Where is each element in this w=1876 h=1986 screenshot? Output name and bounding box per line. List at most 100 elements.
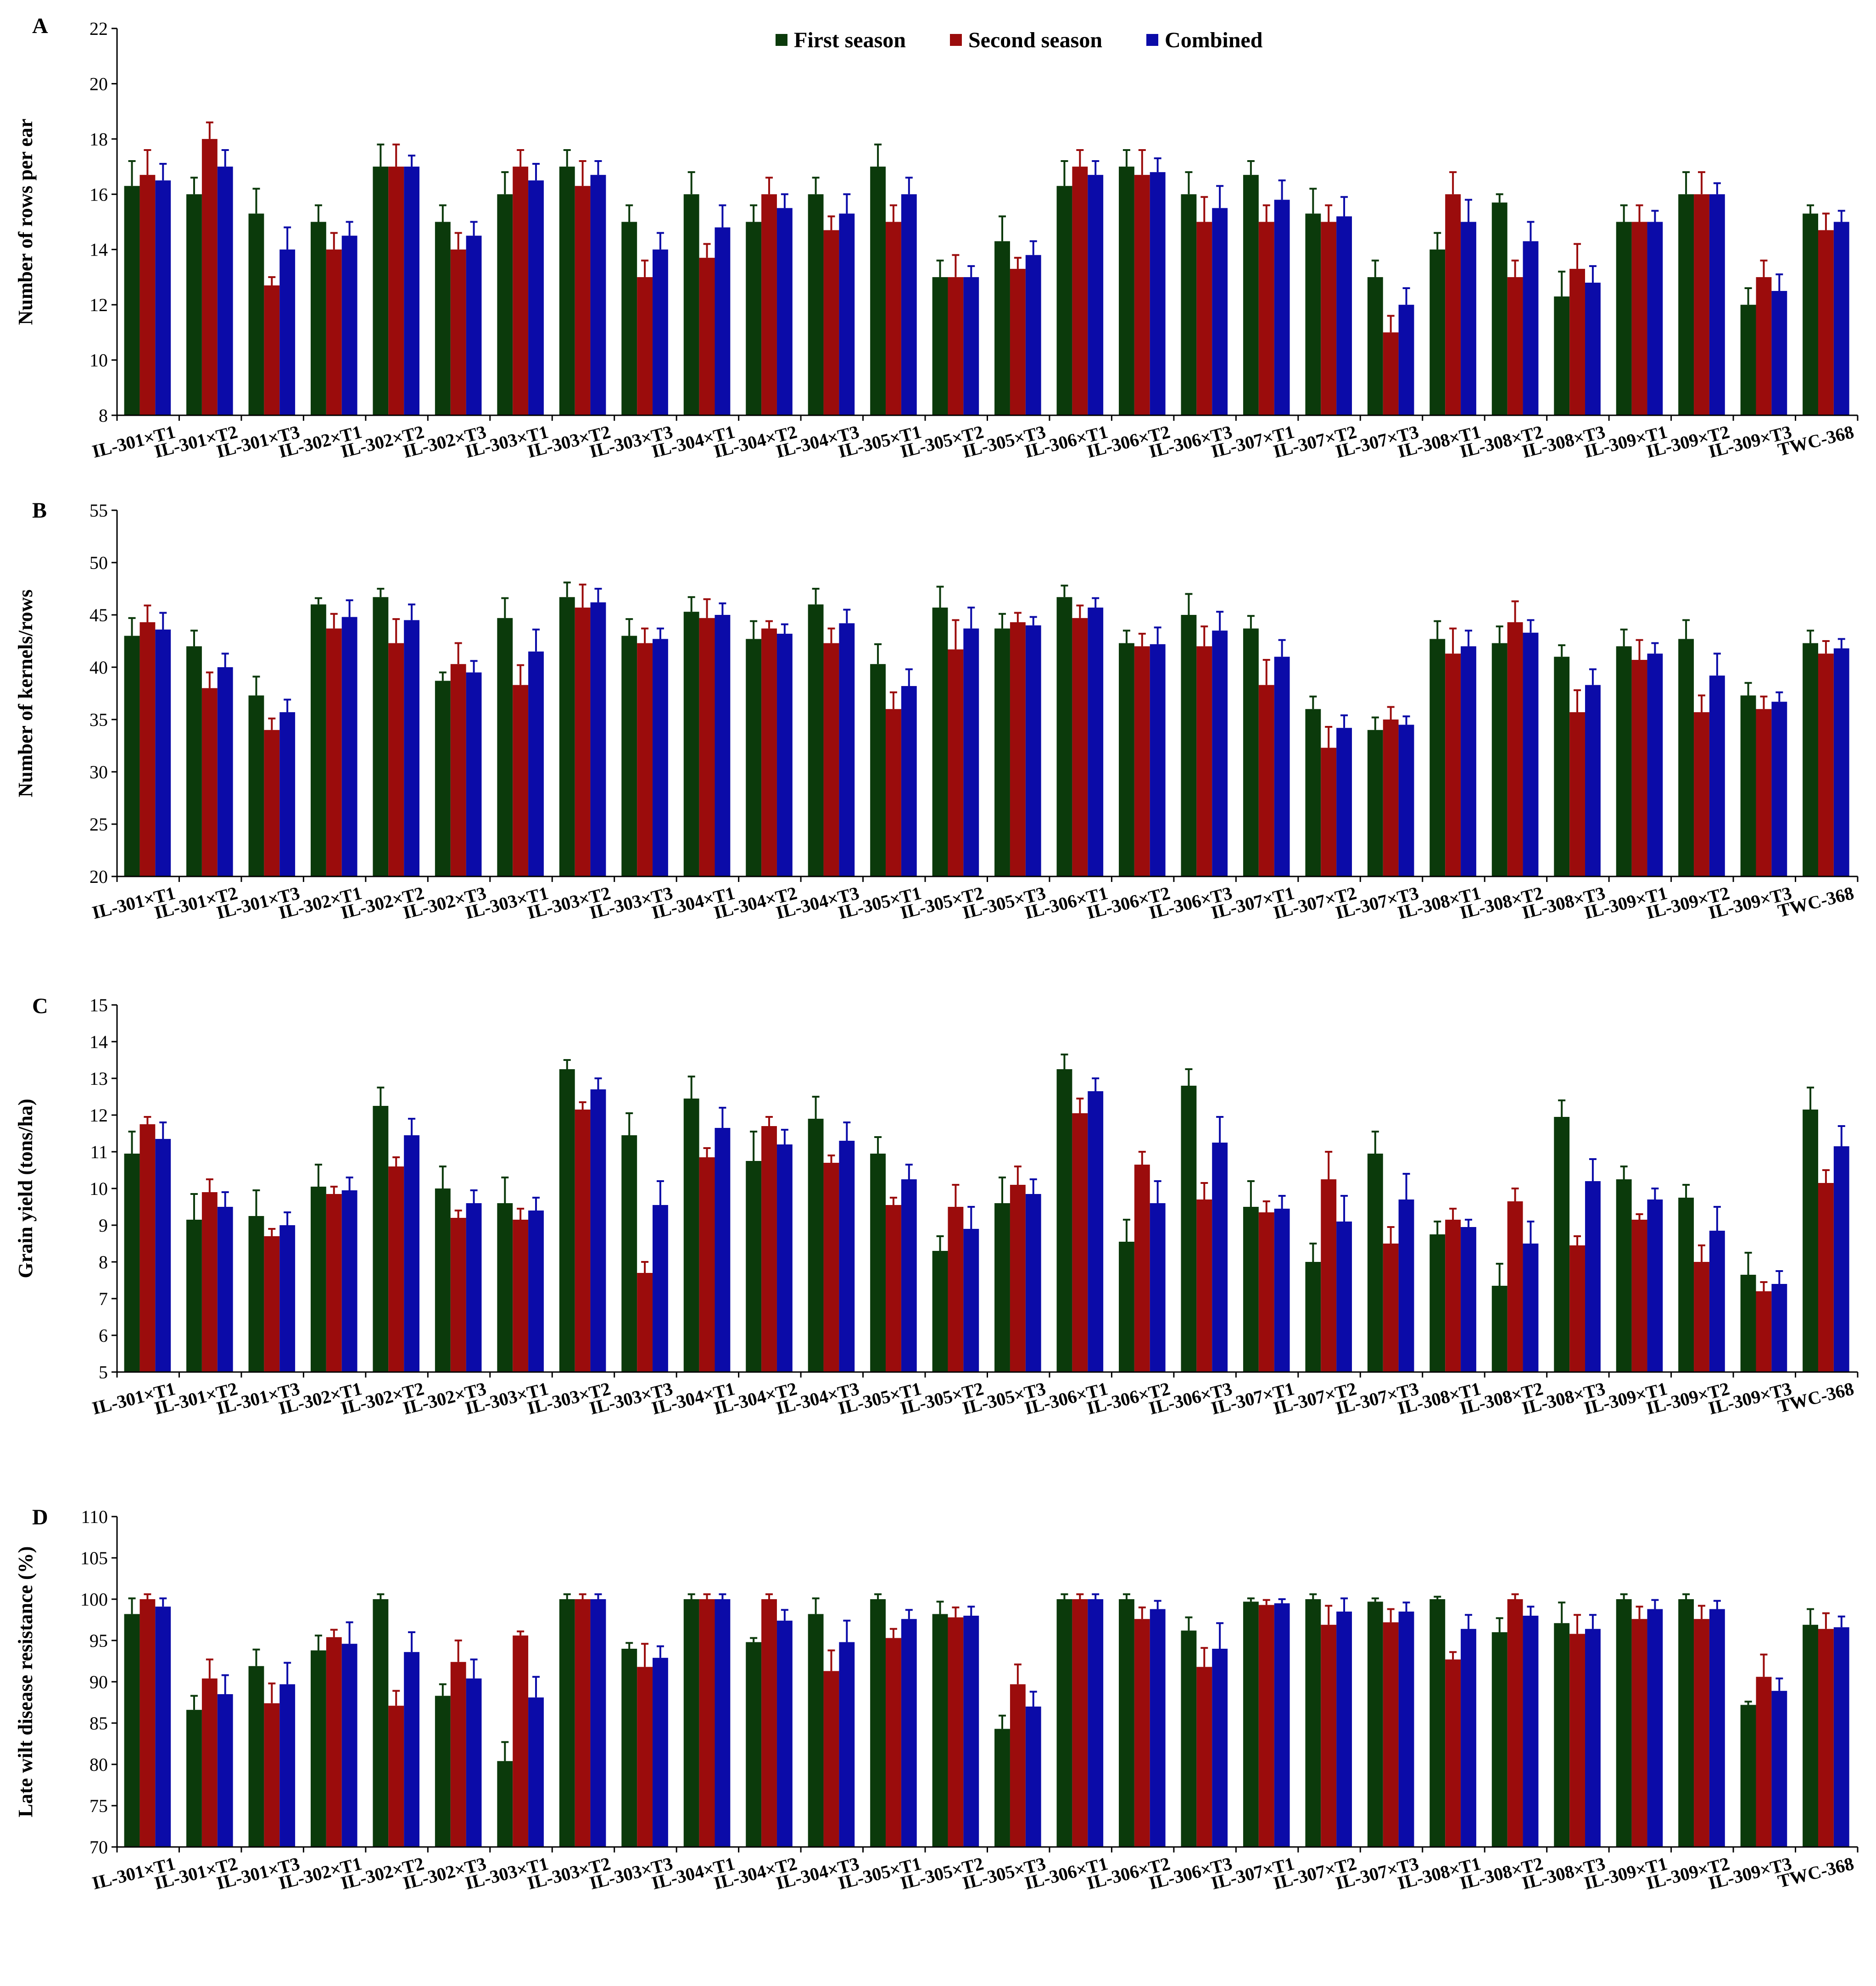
panel-a-bar-first-season	[683, 194, 699, 415]
panel-c-y-tick-label: 7	[99, 1289, 108, 1309]
panel-b-bar-second-season	[1569, 712, 1585, 876]
panel-a-bar-second-season	[140, 175, 156, 415]
panel-c-bar-second-season	[1010, 1185, 1026, 1372]
panel-a-bar-second-season	[1445, 194, 1461, 415]
panel-c-bar-first-season	[1678, 1198, 1694, 1372]
panel-c-bar-first-season	[248, 1216, 264, 1372]
panel-a-bar-first-season	[621, 222, 637, 415]
panel-b-bar-combined	[653, 639, 668, 876]
panel-b-bar-first-season	[373, 597, 389, 876]
panel-d-bar-combined	[217, 1694, 233, 1847]
panel-a-y-tick-label: 22	[89, 18, 108, 39]
panel-a-bar-combined	[155, 180, 171, 415]
panel-d-bar-first-season	[1616, 1599, 1632, 1847]
panel-b-bar-first-season	[1429, 639, 1446, 876]
panel-a-bar-combined	[1274, 200, 1290, 415]
panel-a-bar-first-season	[932, 277, 948, 415]
panel-a-bar-second-season	[1694, 194, 1709, 415]
panel-a-bar-first-season	[497, 194, 513, 415]
panel-b-bar-combined	[1274, 657, 1290, 876]
panel-c-bar-first-season	[683, 1099, 699, 1372]
panel-b-y-tick-label: 50	[89, 552, 108, 573]
panel-d-bar-combined	[1212, 1649, 1228, 1847]
panel-d-bar-first-season	[186, 1710, 202, 1847]
panel-c-y-tick-label: 11	[90, 1142, 108, 1162]
panel-b-bar-first-season	[1181, 615, 1197, 876]
panel-d-bar-first-season	[808, 1614, 824, 1847]
panel-b-bar-combined	[1833, 648, 1849, 876]
panel-b-bar-second-season	[264, 730, 280, 876]
panel-b-bar-first-season	[1119, 643, 1134, 876]
panel-c-bar-second-season	[1258, 1212, 1274, 1372]
panel-b-bar-second-season	[1134, 646, 1150, 876]
panel-c-y-tick-label: 10	[89, 1178, 108, 1199]
panel-b-bar-first-season	[870, 664, 886, 876]
panel-d-bar-combined	[1398, 1612, 1414, 1847]
panel-a-bar-combined	[466, 235, 482, 415]
panel-c-bar-combined	[1647, 1199, 1663, 1372]
panel-d-bar-combined	[404, 1652, 420, 1847]
panel-a-bar-combined	[217, 167, 233, 416]
panel-d-bar-second-season	[1134, 1619, 1150, 1847]
panel-a-bar-second-season	[1072, 167, 1088, 416]
panel-c-bar-second-season	[201, 1192, 218, 1372]
panel-b-bar-first-season	[932, 608, 948, 876]
panel-d-bar-first-season	[310, 1650, 326, 1847]
panel-b-bar-first-season	[1243, 628, 1259, 876]
panel-a-bar-first-season	[1491, 202, 1508, 415]
panel-b-bar-first-season	[621, 636, 637, 876]
panel-d-bar-combined	[776, 1620, 793, 1847]
panel-c-bar-first-season	[1119, 1242, 1134, 1372]
panel-d-bar-second-season	[699, 1599, 715, 1847]
panel-a-bar-combined	[1833, 222, 1849, 415]
panel-b-bar-combined	[1461, 646, 1476, 876]
panel-c-bar-second-season	[575, 1110, 591, 1372]
panel-b-y-tick-label: 45	[89, 605, 108, 625]
panel-c-bar-combined	[1212, 1143, 1228, 1372]
panel-c-bar-combined	[715, 1128, 731, 1372]
panel-b-y-tick-label: 20	[89, 866, 108, 887]
panel-b-bar-second-season	[140, 622, 156, 876]
panel-d-bar-first-season	[1678, 1599, 1694, 1847]
panel-d-y-tick-label: 70	[89, 1837, 108, 1858]
panel-b-bar-first-season	[808, 604, 824, 876]
panel-b-bar-combined	[590, 602, 606, 876]
panel-c-y-tick-label: 12	[89, 1105, 108, 1126]
panel-d-bar-combined	[1647, 1609, 1663, 1847]
legend-label-first-season: First season	[794, 28, 906, 52]
panel-b-bar-combined	[1771, 702, 1787, 876]
panel-c-bar-combined	[217, 1207, 233, 1372]
panel-b-bar-second-season	[1818, 653, 1834, 876]
panel-d-bar-second-season	[1631, 1619, 1647, 1847]
panel-d-bar-second-season	[513, 1635, 529, 1847]
panel-b-bar-second-season	[1507, 622, 1523, 876]
panel-d-bar-first-season	[994, 1729, 1010, 1847]
panel-a-bar-combined	[1771, 291, 1787, 415]
panel-c-bar-first-season	[1554, 1117, 1570, 1372]
panel-b-letter: B	[32, 498, 47, 523]
panel-c-y-tick-label: 13	[89, 1068, 108, 1089]
panel-d-bar-combined	[155, 1607, 171, 1847]
panel-c-bar-second-season	[1756, 1291, 1772, 1372]
panel-b-bar-combined	[1150, 644, 1166, 876]
panel-b-bar-first-season	[1554, 657, 1570, 876]
panel-b-bar-first-season	[1616, 646, 1632, 876]
panel-d-bar-second-season	[948, 1617, 964, 1847]
panel-b-bar-combined	[1212, 630, 1228, 876]
panel-c-bar-combined	[963, 1229, 979, 1372]
panel-c-bar-second-season	[1321, 1179, 1337, 1372]
panel-b-bar-first-season	[559, 597, 575, 876]
panel-d-bar-combined	[901, 1619, 917, 1847]
panel-d-bar-second-season	[575, 1599, 591, 1847]
panel-c-bar-second-season	[326, 1194, 342, 1372]
panel-d-bar-second-season	[1258, 1605, 1274, 1847]
panel-d-bar-first-season	[1429, 1599, 1446, 1847]
panel-a-bar-second-season	[699, 257, 715, 415]
panel-c-bar-combined	[1585, 1181, 1601, 1372]
panel-a-bar-first-season	[1554, 296, 1570, 415]
panel-c-bar-second-season	[1631, 1220, 1647, 1372]
panel-c-bar-first-season	[932, 1251, 948, 1372]
panel-a-y-tick-label: 14	[89, 240, 108, 260]
panel-a-bar-first-season	[559, 167, 575, 416]
